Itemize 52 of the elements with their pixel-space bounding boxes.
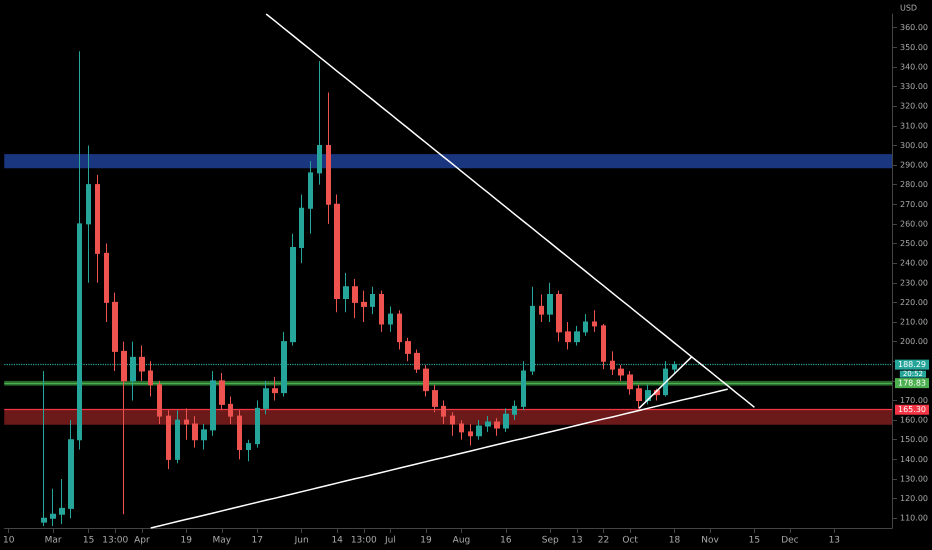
x-tick-label: Nov: [701, 536, 720, 546]
y-tick-label: 200.00: [900, 337, 928, 346]
x-tick-label: Sep: [542, 536, 559, 546]
x-tick-label: Oct: [622, 536, 638, 546]
y-tick-label: 140.00: [900, 454, 928, 464]
y-tick-label: 210.00: [900, 318, 928, 327]
y-tick-label: 310.00: [900, 121, 928, 130]
ref-line-label: 165.30: [898, 405, 926, 414]
x-tick-label: Jun: [294, 536, 309, 546]
ref-line-label: 178.83: [898, 378, 926, 388]
y-tick-label: 220.00: [900, 298, 928, 307]
y-tick-label: 330.00: [900, 82, 928, 92]
y-tick-label: 270.00: [900, 200, 928, 209]
y-tick-label: 260.00: [900, 219, 928, 228]
y-tick-label: 280.00: [900, 180, 928, 190]
y-tick-label: 170.00: [900, 396, 928, 405]
x-tick-label: 13:00: [350, 536, 378, 546]
x-tick-label: Mar: [44, 536, 62, 546]
x-tick-label: 13: [828, 536, 840, 546]
x-tick-label: 18: [668, 536, 681, 546]
x-tick-label: 15: [748, 536, 760, 546]
y-tick-label: 120.00: [900, 494, 928, 504]
x-tick-label: 10: [2, 536, 15, 546]
x-tick-label: May: [212, 536, 232, 546]
y-tick-label: 110.00: [900, 514, 928, 523]
y-tick-label: 230.00: [900, 278, 928, 288]
x-tick-label: Jul: [384, 536, 396, 546]
y-axis-title: USD: [900, 4, 918, 12]
y-tick-label: 150.00: [900, 435, 928, 444]
y-tick-label: 360.00: [900, 23, 928, 32]
x-tick-label: Dec: [781, 536, 799, 546]
y-tick-label: 240.00: [900, 258, 928, 268]
y-tick-label: 160.00: [900, 416, 928, 425]
y-tick-label: 130.00: [900, 474, 928, 484]
x-tick-label: Apr: [134, 536, 150, 546]
x-tick-label: 15: [82, 536, 94, 546]
y-tick-label: 350.00: [900, 42, 928, 52]
x-tick-label: 19: [180, 536, 192, 546]
ref-line-label: 188.29: [898, 360, 926, 370]
x-tick-label: 17: [252, 536, 263, 546]
x-tick-label: 22: [598, 536, 610, 546]
x-tick-label: Aug: [452, 536, 470, 546]
y-tick-label: 300.00: [900, 140, 928, 150]
y-tick-label: 290.00: [900, 160, 928, 170]
x-tick-label: 19: [420, 536, 432, 546]
x-tick-label: 13: [571, 536, 583, 546]
y-tick-label: 320.00: [900, 102, 928, 111]
y-tick-label: 340.00: [900, 62, 928, 72]
y-tick-label: 250.00: [900, 239, 928, 248]
x-tick-label: 16: [500, 536, 512, 546]
x-tick-label: 13:00: [102, 536, 128, 546]
x-tick-label: 14: [331, 536, 344, 546]
